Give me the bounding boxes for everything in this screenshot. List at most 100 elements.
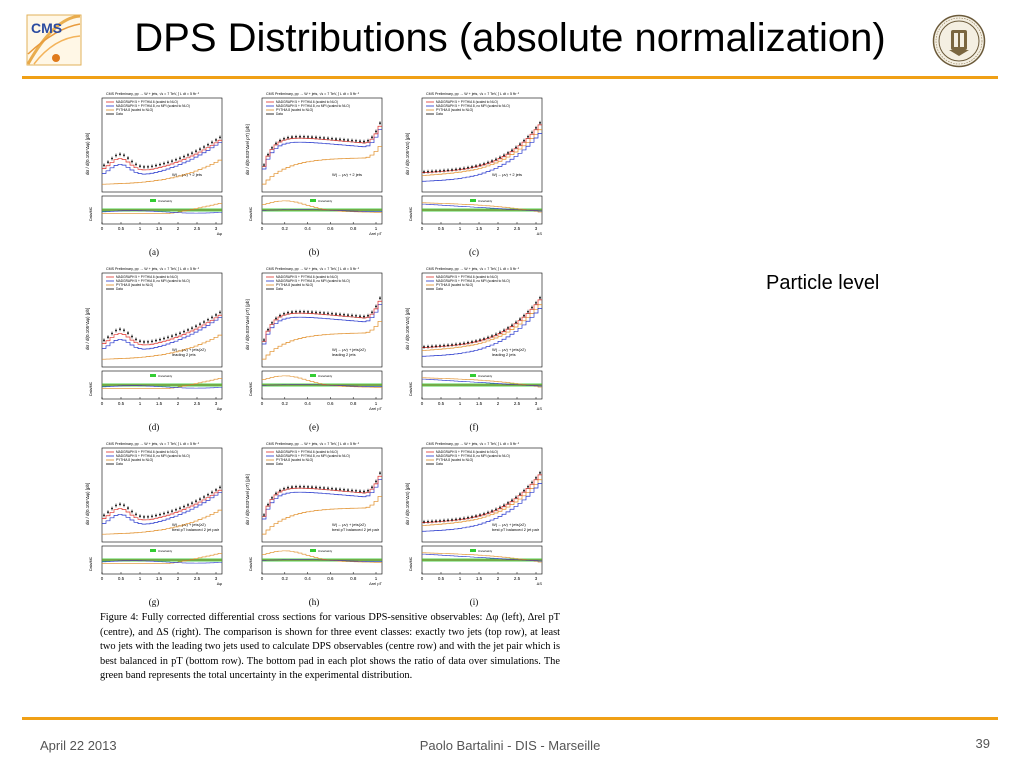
plot-note: best pT balanced 2 jet pair	[492, 527, 540, 532]
data-point	[467, 516, 469, 519]
panel-letter: (c)	[469, 247, 479, 257]
data-point	[267, 153, 269, 156]
data-point	[103, 339, 105, 342]
plot-note: W(→ μν) + jets(≥2)	[172, 347, 206, 352]
data-point	[123, 329, 125, 332]
data-point	[499, 506, 501, 509]
x-tick-label: 0.6	[327, 401, 334, 406]
x-tick-label: 0.8	[350, 226, 357, 231]
plot-header-text: CMS Preliminary, pp → W + jets, √s = 7 T…	[106, 92, 200, 96]
plot-header-text: CMS Preliminary, pp → W + jets, √s = 7 T…	[426, 442, 520, 446]
x-tick-label: 3	[215, 401, 218, 406]
data-point	[143, 166, 145, 168]
data-point	[187, 154, 189, 156]
data-point	[167, 511, 169, 514]
x-tick-label: 0.2	[282, 226, 289, 231]
ratio-pythia8	[102, 202, 222, 214]
x-tick-label: 0.8	[350, 401, 357, 406]
x-tick-label: 2	[497, 401, 500, 406]
x-tick-label: 1	[139, 401, 142, 406]
curve-madgraph-pythia6	[102, 489, 222, 521]
data-point	[299, 310, 301, 313]
data-point	[351, 139, 353, 142]
data-point	[507, 502, 509, 504]
data-point	[347, 139, 349, 142]
data-point	[427, 170, 429, 173]
uncertainty-legend-label: Uncertainty	[478, 549, 493, 553]
plot-note: W(→ μν) + jets(≥2)	[332, 522, 366, 527]
x-axis-label: Δrel pT	[369, 581, 382, 586]
data-point	[139, 515, 141, 518]
x-tick-label: 0.4	[304, 401, 311, 406]
x-tick-label: 0.5	[438, 401, 445, 406]
curve-pythia8	[422, 479, 542, 526]
legend-entry: MADGRAPH 5 + PYTHIA 6 (scaled to NLO)	[276, 275, 338, 279]
data-point	[199, 148, 201, 151]
legend-entry: PYTHIA 8 (scaled to NLO)	[116, 458, 153, 462]
data-point	[355, 314, 357, 317]
data-point	[335, 488, 337, 490]
slide-title: DPS Distributions (absolute normalizatio…	[134, 16, 886, 60]
uncertainty-legend-label: Uncertainty	[318, 549, 333, 553]
uncertainty-legend-swatch	[470, 374, 476, 377]
data-point	[155, 514, 157, 517]
x-tick-label: 0	[101, 576, 104, 581]
data-point	[511, 324, 513, 327]
data-point	[131, 160, 133, 163]
legend-entry: Data	[436, 462, 443, 466]
data-point	[331, 487, 333, 490]
data-point	[171, 335, 173, 338]
data-point	[131, 510, 133, 513]
legend-entry: PYTHIA 8 (scaled to NLO)	[436, 108, 473, 112]
data-point	[451, 168, 453, 171]
data-point	[111, 157, 113, 160]
x-tick-label: 0.2	[282, 576, 289, 581]
data-point	[539, 296, 541, 299]
data-point	[531, 481, 533, 484]
uncertainty-legend-label: Uncertainty	[318, 199, 333, 203]
data-point	[443, 344, 445, 347]
data-point	[375, 305, 377, 308]
data-point	[275, 492, 277, 495]
x-tick-label: 2	[177, 401, 180, 406]
data-point	[475, 340, 477, 342]
ratio-axis-label: Data/MC	[409, 206, 413, 221]
data-point	[279, 314, 281, 317]
data-point	[299, 135, 301, 138]
data-point	[315, 311, 317, 314]
legend-entry: PYTHIA 8 (scaled to NLO)	[276, 108, 313, 112]
x-tick-label: 2	[177, 226, 180, 231]
plot-note: W(→ μν) + 2 jets	[492, 172, 522, 177]
data-point	[167, 161, 169, 164]
data-point	[467, 341, 469, 344]
legend-entry: PYTHIA 8 (scaled to NLO)	[276, 283, 313, 287]
y-axis-label: dσ / d(0.105*ΔS) [pb]	[405, 483, 410, 525]
plot-header-text: CMS Preliminary, pp → W + jets, √s = 7 T…	[426, 92, 520, 96]
data-point	[291, 136, 293, 138]
data-point	[499, 156, 501, 159]
data-point	[379, 472, 381, 475]
curve-madgraph-pythia6	[102, 139, 222, 171]
panel-letter: (e)	[309, 422, 319, 432]
panel-letter: (i)	[469, 597, 479, 607]
data-point	[379, 297, 381, 300]
data-point	[315, 136, 317, 139]
data-point	[219, 311, 221, 314]
x-axis-label: ΔS	[537, 581, 543, 586]
x-tick-label: 0.5	[118, 401, 125, 406]
data-point	[311, 136, 313, 139]
panel-letter: (h)	[308, 597, 320, 607]
plot-panel-e: CMS Preliminary, pp → W + jets, √s = 7 T…	[240, 263, 388, 438]
data-point	[483, 512, 485, 515]
data-point	[295, 135, 297, 138]
plot-panel-a: CMS Preliminary, pp → W + jets, √s = 7 T…	[80, 88, 228, 263]
legend-entry: MADGRAPH 5 + PYTHIA 6 (scaled to NLO)	[116, 100, 178, 104]
data-point	[527, 310, 529, 313]
x-tick-label: 0.8	[350, 576, 357, 581]
data-point	[479, 339, 481, 341]
x-tick-label: 0.2	[282, 401, 289, 406]
side-note: Particle level	[766, 272, 880, 294]
plot-panel-i: CMS Preliminary, pp → W + jets, √s = 7 T…	[400, 438, 548, 613]
data-point	[143, 341, 145, 343]
